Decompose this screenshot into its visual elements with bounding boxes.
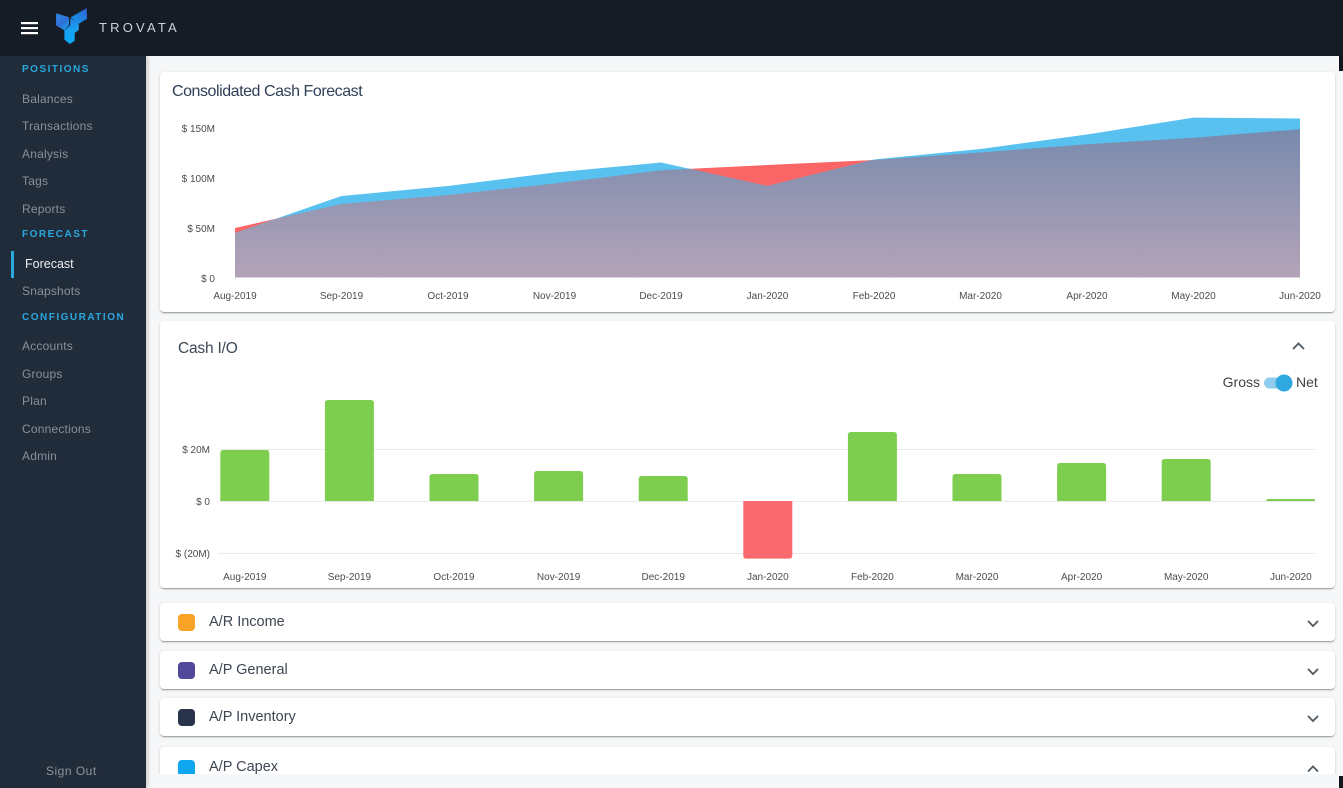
svg-text:Apr-2020: Apr-2020: [1066, 291, 1108, 302]
svg-text:Nov-2019: Nov-2019: [533, 291, 577, 302]
svg-text:May-2020: May-2020: [1171, 291, 1216, 302]
svg-text:Oct-2019: Oct-2019: [427, 291, 469, 302]
svg-text:Jan-2020: Jan-2020: [747, 572, 789, 583]
svg-text:Jun-2020: Jun-2020: [1270, 572, 1312, 583]
svg-text:Nov-2019: Nov-2019: [537, 572, 581, 583]
svg-text:$ 20M: $ 20M: [182, 445, 210, 456]
svg-text:$ 0: $ 0: [196, 497, 210, 508]
svg-text:Feb-2020: Feb-2020: [853, 291, 896, 302]
svg-text:Sep-2019: Sep-2019: [328, 572, 372, 583]
svg-text:Apr-2020: Apr-2020: [1061, 572, 1103, 583]
svg-text:Mar-2020: Mar-2020: [956, 572, 999, 583]
svg-text:May-2020: May-2020: [1164, 572, 1209, 583]
svg-text:Jun-2020: Jun-2020: [1279, 291, 1321, 302]
svg-text:$ (20M): $ (20M): [176, 549, 210, 560]
svg-text:Net: Net: [1296, 374, 1318, 390]
svg-text:Oct-2019: Oct-2019: [433, 572, 475, 583]
svg-text:Gross: Gross: [1223, 374, 1260, 390]
svg-text:Feb-2020: Feb-2020: [851, 572, 894, 583]
svg-text:Dec-2019: Dec-2019: [639, 291, 683, 302]
svg-text:Aug-2019: Aug-2019: [213, 291, 257, 302]
svg-text:Sep-2019: Sep-2019: [320, 291, 364, 302]
svg-text:Dec-2019: Dec-2019: [642, 572, 686, 583]
svg-text:$ 150M: $ 150M: [182, 124, 215, 135]
svg-text:$ 0: $ 0: [201, 274, 215, 285]
svg-text:Aug-2019: Aug-2019: [223, 572, 267, 583]
svg-text:Mar-2020: Mar-2020: [959, 291, 1002, 302]
svg-text:$ 100M: $ 100M: [182, 174, 215, 185]
svg-text:Jan-2020: Jan-2020: [747, 291, 789, 302]
svg-text:$ 50M: $ 50M: [187, 224, 215, 235]
